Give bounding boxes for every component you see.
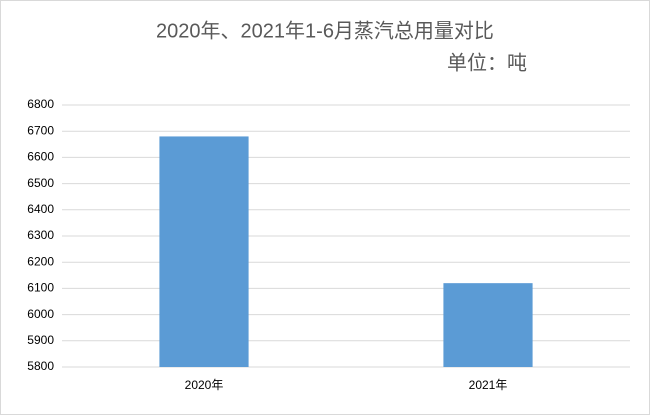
x-tick-label: 2021年 (469, 378, 508, 392)
y-tick-label: 6800 (27, 97, 54, 111)
y-tick-label: 5800 (27, 359, 54, 373)
y-tick-label: 6400 (27, 202, 54, 216)
y-tick-label: 6100 (27, 281, 54, 295)
bar (159, 136, 249, 367)
y-tick-label: 6000 (27, 307, 54, 321)
x-tick-label: 2020年 (185, 378, 224, 392)
chart-subtitle: 单位：吨 (447, 51, 527, 74)
y-tick-label: 6500 (27, 176, 54, 190)
chart-title: 2020年、2021年1-6月蒸汽总用量对比 (156, 19, 494, 42)
y-tick-label: 6200 (27, 254, 54, 268)
y-tick-label: 6700 (27, 123, 54, 137)
y-tick-label: 5900 (27, 333, 54, 347)
y-tick-label: 6300 (27, 228, 54, 242)
bar (443, 283, 533, 367)
y-tick-label: 6600 (27, 150, 54, 164)
